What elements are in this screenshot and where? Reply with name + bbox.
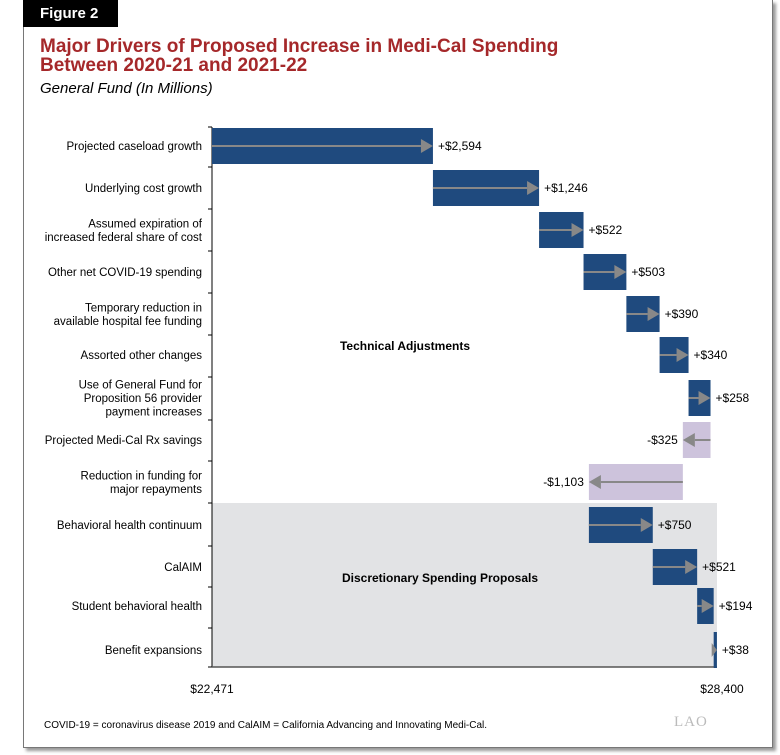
arrow-head <box>698 391 711 405</box>
arrow-head <box>614 265 627 279</box>
value-label: -$1,103 <box>543 475 584 489</box>
category-label: Temporary reduction in <box>85 302 202 314</box>
arrow-head <box>711 643 717 657</box>
x-start-label: $22,471 <box>190 682 234 696</box>
figure-label: Figure 2 <box>23 0 118 27</box>
value-label: +$503 <box>631 265 665 279</box>
category-label: Behavioral health continuum <box>57 520 202 532</box>
category-label: Student behavioral health <box>72 601 202 613</box>
category-label: Assumed expiration of <box>88 218 203 230</box>
lao-logo: LAO <box>674 714 708 730</box>
chart-title-line: Between 2020-21 and 2021-22 <box>40 55 308 76</box>
chart-subtitle: General Fund (In Millions) <box>40 80 213 97</box>
arrow-head <box>701 599 714 613</box>
group-label: Technical Adjustments <box>340 339 470 353</box>
category-label: Other net COVID-19 spending <box>48 267 202 279</box>
category-label: Underlying cost growth <box>85 183 202 195</box>
category-label: Benefit expansions <box>105 645 202 657</box>
category-label: Assorted other changes <box>81 350 203 362</box>
category-label: Reduction in funding for <box>81 470 203 482</box>
x-end-label: $28,400 <box>700 682 744 696</box>
value-label: +$1,246 <box>544 181 588 195</box>
value-label: +$2,594 <box>438 139 482 153</box>
category-label: Projected Medi-Cal Rx savings <box>45 435 202 447</box>
category-label: CalAIM <box>164 562 202 574</box>
category-label: Projected caseload growth <box>66 141 202 153</box>
arrow-head <box>588 475 601 489</box>
value-label: +$258 <box>716 391 750 405</box>
value-label: +$38 <box>722 643 749 657</box>
category-label: major repayments <box>110 484 202 496</box>
category-label: available hospital fee funding <box>54 316 202 328</box>
value-label: +$521 <box>702 560 736 574</box>
category-label: payment increases <box>105 407 202 419</box>
arrow-head <box>647 307 660 321</box>
category-label: increased federal share of cost <box>45 232 203 244</box>
arrow-head <box>527 181 540 195</box>
group-label: Discretionary Spending Proposals <box>342 571 538 585</box>
value-label: -$325 <box>647 433 678 447</box>
arrow-head <box>420 139 433 153</box>
chart-title-line: Major Drivers of Proposed Increase in Me… <box>40 36 559 57</box>
value-label: +$522 <box>589 223 623 237</box>
arrow-head <box>685 560 698 574</box>
value-label: +$390 <box>665 307 699 321</box>
category-label: Proposition 56 provider <box>84 393 202 405</box>
arrow-head <box>676 348 689 362</box>
value-label: +$750 <box>658 518 692 532</box>
footnote: COVID-19 = coronavirus disease 2019 and … <box>44 720 488 731</box>
value-label: +$340 <box>694 348 728 362</box>
chart-title: Major Drivers of Proposed Increase in Me… <box>40 37 558 75</box>
arrow-head <box>682 433 695 447</box>
arrow-head <box>571 223 584 237</box>
category-label: Use of General Fund for <box>79 380 203 392</box>
arrow-head <box>640 518 653 532</box>
value-label: +$194 <box>719 599 753 613</box>
